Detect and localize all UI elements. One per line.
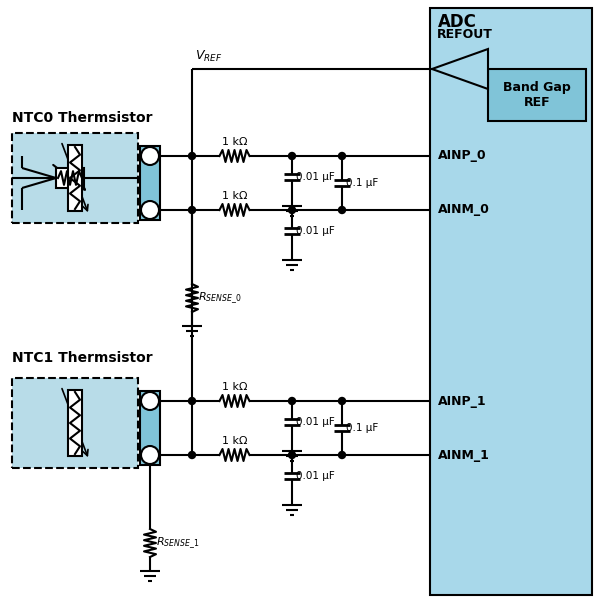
Text: Band Gap: Band Gap	[503, 81, 571, 95]
Text: $R_{SENSE\_0}$: $R_{SENSE\_0}$	[198, 290, 242, 306]
Text: AINM_1: AINM_1	[438, 449, 490, 461]
Text: AINP_1: AINP_1	[438, 394, 487, 408]
FancyBboxPatch shape	[12, 378, 138, 468]
Circle shape	[141, 201, 159, 219]
Text: 1 kΩ: 1 kΩ	[222, 137, 247, 147]
Circle shape	[338, 153, 346, 160]
FancyBboxPatch shape	[12, 133, 138, 223]
Circle shape	[338, 397, 346, 405]
Circle shape	[141, 446, 159, 464]
Text: 0.01 μF: 0.01 μF	[296, 417, 335, 427]
Text: 1 kΩ: 1 kΩ	[222, 436, 247, 446]
Text: $R_{SENSE\_1}$: $R_{SENSE\_1}$	[156, 535, 199, 551]
Circle shape	[289, 206, 296, 213]
Circle shape	[188, 153, 196, 160]
Text: AINM_0: AINM_0	[438, 203, 490, 216]
Text: 0.01 μF: 0.01 μF	[296, 226, 335, 236]
Text: NTC0 Thermsistor: NTC0 Thermsistor	[12, 111, 152, 125]
Circle shape	[338, 206, 346, 213]
Text: AINP_0: AINP_0	[438, 150, 487, 162]
Circle shape	[289, 397, 296, 405]
Circle shape	[188, 397, 196, 405]
Circle shape	[338, 452, 346, 458]
Circle shape	[188, 206, 196, 213]
Bar	[430, 8, 592, 595]
Text: 1 kΩ: 1 kΩ	[222, 191, 247, 201]
Text: NTC1 Thermsistor: NTC1 Thermsistor	[12, 351, 152, 365]
Circle shape	[141, 147, 159, 165]
Bar	[140, 391, 160, 465]
Text: 0.01 μF: 0.01 μF	[296, 172, 335, 182]
Bar	[68, 145, 82, 211]
Bar	[56, 168, 84, 188]
Bar	[140, 146, 160, 220]
Text: REF: REF	[524, 96, 550, 110]
Text: 0.01 μF: 0.01 μF	[296, 471, 335, 481]
Text: REFOUT: REFOUT	[437, 28, 493, 42]
Circle shape	[141, 392, 159, 410]
Text: 0.1 μF: 0.1 μF	[346, 178, 378, 188]
Bar	[68, 390, 82, 456]
Text: 1 kΩ: 1 kΩ	[222, 382, 247, 392]
Text: $V_{REF}$: $V_{REF}$	[195, 49, 222, 64]
Circle shape	[289, 452, 296, 458]
Circle shape	[188, 452, 196, 458]
Text: ADC: ADC	[438, 13, 477, 31]
Polygon shape	[432, 49, 488, 89]
Text: 0.1 μF: 0.1 μF	[346, 423, 378, 433]
Bar	[488, 69, 586, 121]
Circle shape	[289, 153, 296, 160]
